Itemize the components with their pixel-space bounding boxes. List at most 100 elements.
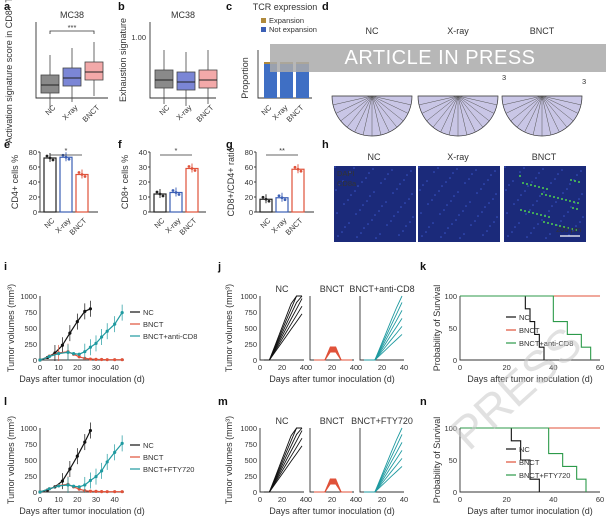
panel-c-legend-swatch-0	[261, 18, 266, 23]
panel-h-speck-0-41	[411, 193, 413, 195]
panel-l-axes	[39, 428, 124, 493]
panel-h-speck-0-2	[408, 198, 410, 200]
panel-l-point-1-9	[100, 490, 104, 494]
panel-b-ylabel: Exhaustion signature	[118, 18, 128, 102]
panel-h-speck-1-32	[482, 234, 484, 236]
panel-m-xtick-1-0: 0	[308, 495, 312, 504]
panel-j-xtick-1-2: 40	[350, 363, 358, 372]
panel-j-curve-1-0	[314, 351, 352, 361]
panel-d-title-0: NC	[366, 26, 379, 36]
panel-i-ytick-0: 0	[33, 356, 37, 365]
panel-m-xtick-1-1: 20	[328, 495, 336, 504]
panel-f-dot-1-0	[171, 189, 175, 192]
panel-e-dot-0-1	[48, 156, 52, 160]
panel-letter-n: n	[420, 396, 427, 408]
panel-h-speck-2-15	[579, 221, 581, 223]
panel-e-dot-2-1	[80, 173, 84, 176]
panel-d-slice-0-6	[371, 95, 382, 136]
panel-b-box-1	[176, 71, 196, 91]
panel-h-speck-0-35	[349, 171, 351, 173]
panel-h-speck-0-54	[412, 216, 414, 218]
panel-m-title-2: BNCT+FTY720	[351, 416, 413, 426]
panel-h-title-1: X-ray	[447, 152, 469, 162]
panel-k-ytick-1: 50	[449, 324, 457, 333]
panel-e-bar-0	[43, 157, 57, 213]
panel-h-speck-0-39	[337, 235, 339, 237]
panel-h-speck-0-44	[362, 204, 364, 206]
panel-d-slice-1-13	[418, 95, 459, 106]
panel-l-xtick-3: 30	[92, 495, 100, 504]
panel-h-speck-2-45	[569, 183, 571, 185]
panel-l-point-1-7	[88, 489, 92, 493]
panel-h-speck-1-44	[446, 204, 448, 206]
panel-f-dot-0-1	[158, 192, 162, 196]
panel-h-cd8-35	[574, 180, 576, 182]
panel-e-ytick-2: 40	[29, 178, 37, 187]
panel-i-xtick-2: 20	[73, 363, 81, 372]
panel-h-speck-2-37	[513, 203, 515, 205]
panel-a-xtick-0: NC	[43, 103, 57, 117]
panel-n-xtick-0: 0	[458, 495, 462, 504]
panel-h-speck-0-22	[348, 222, 350, 224]
panel-n-axes	[459, 428, 600, 493]
panel-j-curve-0-4	[264, 295, 302, 361]
panel-h-cd8-0	[519, 175, 521, 177]
panel-i-point-2-1	[47, 354, 51, 359]
panel-h-speck-2-10	[554, 178, 556, 180]
panel-g-ytick-4: 80	[245, 148, 253, 157]
panel-h-speck-1-0	[418, 166, 420, 168]
panel-k-axes	[459, 296, 600, 361]
panel-h-speck-1-26	[420, 212, 422, 214]
panel-j-curve-0-5	[264, 295, 302, 361]
panel-h-speck-0-13	[335, 189, 337, 191]
panel-h-legend-dapi: DAPI	[337, 169, 355, 178]
panel-j-title-1: BNCT	[320, 284, 345, 294]
panel-h-speck-2-21	[561, 169, 563, 171]
panel-l-point-2-4	[72, 484, 76, 488]
panel-h-cd8-13	[536, 213, 538, 215]
panel-h-speck-1-46	[440, 236, 442, 238]
panel-d-slice-1-6	[457, 95, 468, 136]
panel-h-cd8-39	[570, 179, 572, 181]
panel-i-point-2-2	[57, 352, 61, 356]
panel-h-speck-0-1	[371, 219, 373, 221]
panel-c-legend-0: Expansion	[269, 16, 304, 25]
panel-h-speck-1-24	[426, 180, 428, 182]
panel-l-point-2-2	[57, 484, 61, 488]
panel-f-dot-1-1	[174, 191, 178, 194]
panel-e-ytick-0: 0	[33, 208, 37, 217]
panel-h-cd8-27	[522, 182, 524, 184]
panel-h-cd8-22	[557, 197, 559, 199]
panel-j-curve-1-5	[314, 346, 352, 361]
panel-b-axes	[149, 22, 216, 99]
panel-h-cd8-17	[532, 212, 534, 214]
panel-h-cd8-19	[530, 184, 532, 186]
panel-h-speck-0-48	[350, 194, 352, 196]
panel-d-slice-2-1	[541, 95, 582, 106]
panel-h-cd8-9	[540, 214, 542, 216]
panel-d-slice-2-9	[524, 95, 543, 133]
panel-h-cd8-2	[577, 202, 579, 204]
panel-d-slice-2-12	[505, 95, 543, 114]
panel-j-curve-0-2	[264, 298, 303, 361]
panel-m-curve-2-4	[364, 434, 403, 493]
panel-e-xtick-2: BNCT	[68, 216, 89, 237]
panel-h-speck-2-3	[535, 177, 537, 179]
panel-h-speck-0-24	[342, 180, 344, 182]
panel-i-ylabel: Tumor volumes (mm³)	[6, 284, 16, 372]
panel-h-speck-1-6	[480, 188, 482, 190]
panel-k-ytick-0: 0	[453, 356, 457, 365]
panel-h-speck-2-57	[533, 227, 535, 229]
panel-h-speck-0-30	[404, 202, 406, 204]
panel-h-speck-0-18	[360, 232, 362, 234]
panel-h-speck-1-36	[470, 224, 472, 226]
panel-d-slice-2-4	[541, 95, 568, 128]
panel-g-dot-2-1	[296, 167, 300, 171]
panel-h-cd8-29	[520, 209, 522, 211]
panel-l-xlabel: Days after tumor inoculation (d)	[19, 506, 145, 516]
panel-m-curve-0-1	[264, 437, 303, 493]
panel-l-legend-0: NC	[143, 441, 154, 450]
panel-m-xtick-2-1: 20	[378, 495, 386, 504]
panel-d-title-1: X-ray	[447, 26, 469, 36]
panel-l-ytick-3: 750	[24, 440, 37, 449]
